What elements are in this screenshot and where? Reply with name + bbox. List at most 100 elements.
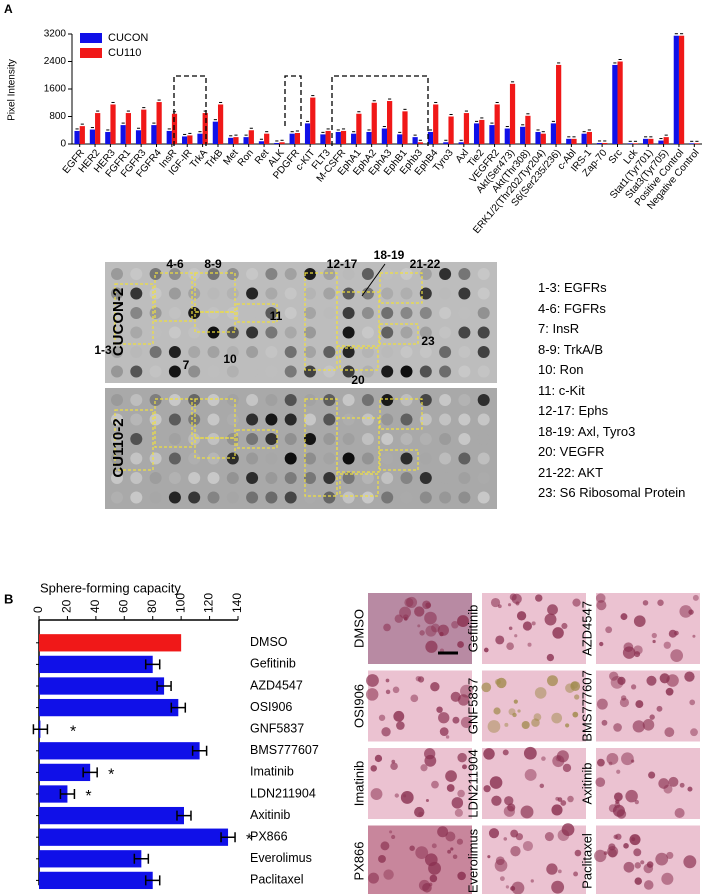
- blot-spot: [304, 365, 316, 378]
- blot-spot: [207, 346, 220, 358]
- bar: [39, 634, 182, 652]
- blot-spot: [477, 346, 490, 358]
- sphere: [613, 723, 622, 732]
- blot-spot: [323, 326, 336, 339]
- sphere: [506, 642, 514, 651]
- sphere: [378, 855, 386, 863]
- bar: [694, 143, 700, 144]
- bar: [494, 104, 500, 144]
- sphere: [613, 792, 623, 802]
- blot-panel: [105, 388, 497, 509]
- blot-spot-label: 8-9: [204, 257, 222, 271]
- sphere: [663, 641, 671, 649]
- sphere: [608, 843, 616, 851]
- sphere: [599, 641, 604, 647]
- bar: [427, 131, 434, 144]
- bar: [202, 113, 208, 144]
- bar: [463, 113, 470, 144]
- significance: *: [246, 831, 252, 848]
- blot-spot: [111, 365, 123, 378]
- sphere: [544, 832, 554, 842]
- blot-spot: [130, 433, 143, 445]
- key-item: 18-19: Axl, Tyro3: [538, 423, 636, 439]
- sphere: [491, 795, 502, 806]
- blot-spot: [149, 268, 162, 280]
- bar: [648, 138, 654, 144]
- bar: [141, 109, 147, 144]
- decoration: [105, 262, 700, 894]
- sphere: [690, 728, 698, 737]
- blot-spot: [458, 452, 471, 465]
- bar: [39, 828, 229, 846]
- sphere: [494, 678, 501, 685]
- key-item: 20: VEGFR: [538, 444, 605, 459]
- blot-spot: [381, 365, 394, 378]
- sphere: [616, 769, 621, 774]
- blot-spot: [419, 452, 432, 465]
- blot-spot: [439, 365, 452, 378]
- sphere: [642, 719, 655, 731]
- y-tick-label: 800: [49, 111, 66, 122]
- y-tick-label: Gefitinib: [250, 657, 296, 671]
- blot-spot: [207, 307, 220, 319]
- key-item: 21-22: AKT: [538, 464, 604, 480]
- sphere: [446, 784, 455, 792]
- y-tick-label: PX866: [250, 829, 288, 843]
- bar: [581, 133, 587, 144]
- sphere: [565, 723, 570, 728]
- bar: [489, 125, 495, 144]
- blot-spot: [149, 452, 162, 465]
- blot-spot: [207, 413, 220, 426]
- sphere: [391, 834, 396, 840]
- blot-box: [194, 398, 236, 439]
- blot-spot: [419, 287, 432, 300]
- sphere: [414, 806, 425, 818]
- blot-box: [154, 398, 193, 448]
- blot-spot: [284, 413, 297, 426]
- sphere: [508, 626, 513, 631]
- sphere: [642, 600, 649, 606]
- blot-spot: [400, 268, 413, 280]
- bar: [217, 104, 224, 144]
- blot-spot: [400, 491, 413, 504]
- significance: *: [85, 788, 91, 805]
- blot-spot: [111, 307, 123, 319]
- blot-spot: [323, 433, 336, 445]
- key-item: 4-6: FGFRs: [538, 300, 606, 316]
- sphere: [422, 600, 431, 610]
- blot-spot-label: 20: [351, 373, 365, 387]
- blot-spot: [439, 346, 452, 358]
- blot-spot: [130, 287, 143, 300]
- blot-spot: [439, 326, 452, 339]
- error-bar: [176, 810, 192, 821]
- sphere: [425, 798, 429, 803]
- bar: [248, 130, 254, 144]
- photo-label: Everolimus: [465, 828, 480, 893]
- sphere: [502, 749, 509, 756]
- blot-spot: [265, 268, 278, 280]
- sphere: [410, 694, 419, 703]
- bar: [166, 130, 172, 144]
- photo-label: OSI906: [351, 684, 366, 728]
- y-tick-label: LDN211904: [250, 786, 316, 800]
- bar: [258, 141, 265, 144]
- blot-spot: [342, 413, 355, 426]
- sphere: [687, 786, 693, 792]
- blot-spot: [188, 346, 201, 358]
- blot-spot: [149, 346, 162, 358]
- blot-box: [114, 283, 154, 345]
- sphere: [616, 809, 627, 819]
- bar: [39, 871, 153, 890]
- sphere: [487, 855, 491, 859]
- blot-spot: [400, 413, 413, 426]
- blot-spot: [458, 394, 471, 406]
- y-tick-label: 0: [60, 139, 66, 150]
- sphere: [657, 599, 664, 606]
- blot-box: [379, 272, 423, 304]
- blot-spot: [361, 413, 374, 426]
- significance: *: [108, 767, 114, 784]
- sphere: [428, 861, 441, 875]
- bar: [458, 142, 464, 144]
- blot-spot: [246, 326, 259, 339]
